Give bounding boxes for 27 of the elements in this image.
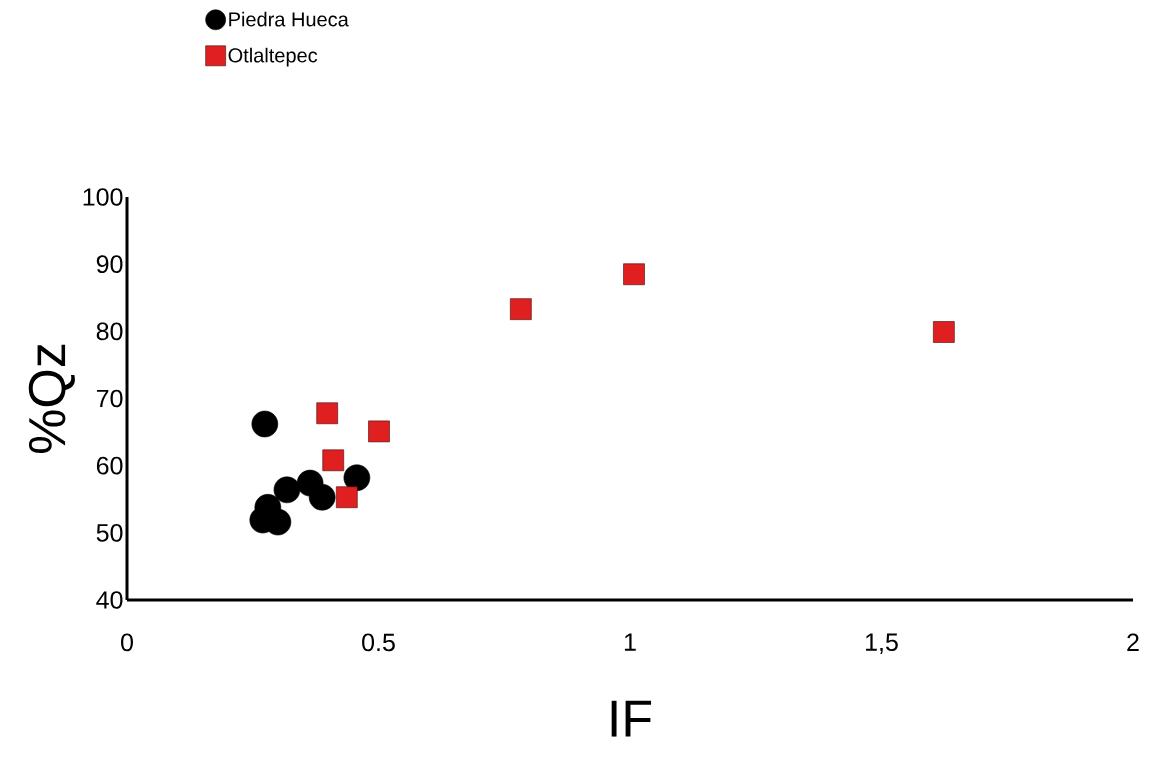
point: [251, 410, 279, 438]
x-tick-label: 1,5: [866, 633, 898, 654]
x-tick-label: 1: [624, 633, 636, 651]
y-tick-label: 100: [83, 188, 123, 206]
point: [336, 486, 358, 509]
y-tick-label: 80: [96, 322, 123, 341]
legend-label: Otlaltepec: [228, 47, 318, 67]
y-tick-label: 50: [96, 523, 123, 542]
y-tick-label: 90: [96, 255, 123, 274]
x-tick-label: 0.5: [362, 633, 395, 652]
y-tick-label: 40: [96, 591, 123, 609]
point: [933, 321, 955, 343]
point: [308, 483, 336, 511]
x-tick-label: 0: [121, 633, 133, 652]
point: [368, 420, 390, 443]
point: [623, 263, 645, 286]
point: [343, 464, 371, 492]
point: [316, 402, 338, 425]
y-tick-label: 70: [96, 389, 123, 408]
legend-label: Piedra Hueca: [229, 11, 349, 27]
point: [322, 449, 345, 472]
point: [273, 476, 301, 504]
point: [510, 298, 532, 320]
x-axis-title: IF: [611, 700, 652, 737]
x-tick-label: 2: [1127, 633, 1139, 651]
y-tick-label: 60: [96, 456, 123, 475]
y-axis-title: %Qz: [28, 344, 75, 453]
